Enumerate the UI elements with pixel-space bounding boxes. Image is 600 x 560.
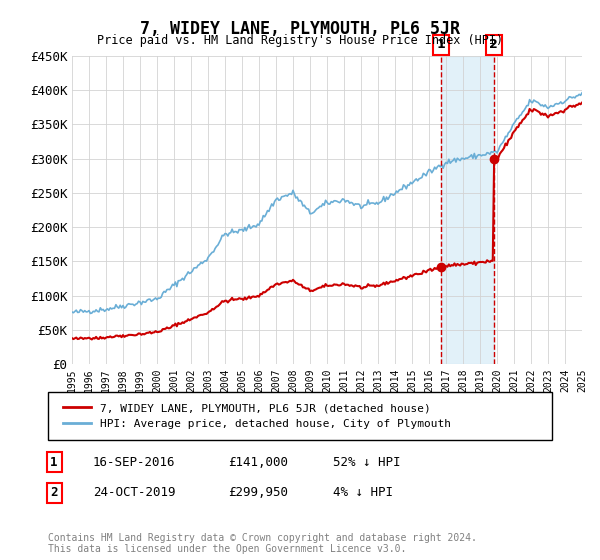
Text: 16-SEP-2016: 16-SEP-2016 xyxy=(93,455,176,469)
Text: 1: 1 xyxy=(50,455,58,469)
Text: 4% ↓ HPI: 4% ↓ HPI xyxy=(333,486,393,500)
Text: £299,950: £299,950 xyxy=(228,486,288,500)
Text: Contains HM Land Registry data © Crown copyright and database right 2024.
This d: Contains HM Land Registry data © Crown c… xyxy=(48,533,477,554)
Text: 1: 1 xyxy=(437,39,445,52)
Bar xyxy=(441,56,494,364)
Text: 2: 2 xyxy=(490,39,498,52)
Text: Price paid vs. HM Land Registry's House Price Index (HPI): Price paid vs. HM Land Registry's House … xyxy=(97,34,503,46)
Text: 2: 2 xyxy=(50,486,58,500)
Legend: 7, WIDEY LANE, PLYMOUTH, PL6 5JR (detached house), HPI: Average price, detached : 7, WIDEY LANE, PLYMOUTH, PL6 5JR (detach… xyxy=(59,399,455,433)
Text: 24-OCT-2019: 24-OCT-2019 xyxy=(93,486,176,500)
Text: 52% ↓ HPI: 52% ↓ HPI xyxy=(333,455,401,469)
FancyBboxPatch shape xyxy=(48,392,552,440)
Text: £141,000: £141,000 xyxy=(228,455,288,469)
Text: 7, WIDEY LANE, PLYMOUTH, PL6 5JR: 7, WIDEY LANE, PLYMOUTH, PL6 5JR xyxy=(140,20,460,38)
